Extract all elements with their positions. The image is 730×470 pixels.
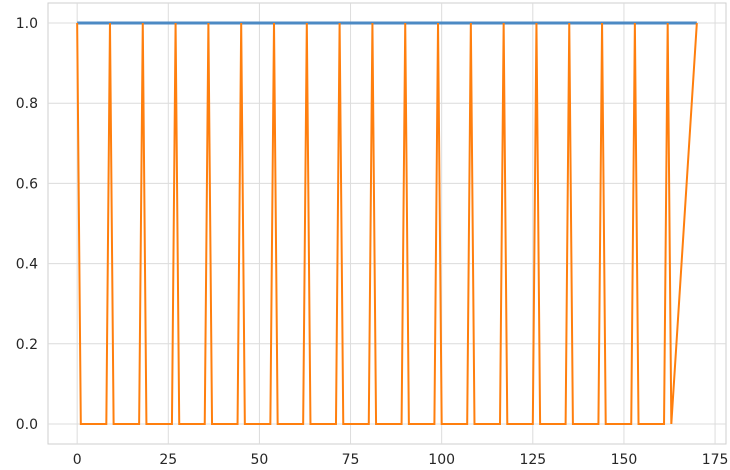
series-layer (76, 21, 698, 425)
x-tick-label: 125 (519, 452, 546, 468)
series-line-2 (76, 22, 698, 425)
y-tick-label: 1.0 (16, 16, 38, 32)
y-tick-label: 0.2 (16, 337, 38, 353)
y-tick-label: 0.8 (16, 96, 38, 112)
x-tick-label: 25 (159, 452, 177, 468)
x-tick-label: 175 (702, 452, 729, 468)
x-tick-label: 75 (342, 452, 360, 468)
y-axis-tick-labels: 0.0 0.2 0.4 0.6 0.8 1.0 (16, 16, 38, 433)
y-tick-label: 0.6 (16, 176, 38, 192)
x-axis-tick-labels: 0 25 50 75 100 125 150 175 (73, 452, 729, 468)
y-tick-label: 0.0 (16, 417, 38, 433)
plot-area (47, 2, 727, 445)
x-tick-label: 50 (251, 452, 269, 468)
x-tick-label: 100 (428, 452, 455, 468)
y-tick-label: 0.4 (16, 257, 38, 273)
x-tick-label: 150 (611, 452, 638, 468)
x-tick-label: 0 (73, 452, 82, 468)
